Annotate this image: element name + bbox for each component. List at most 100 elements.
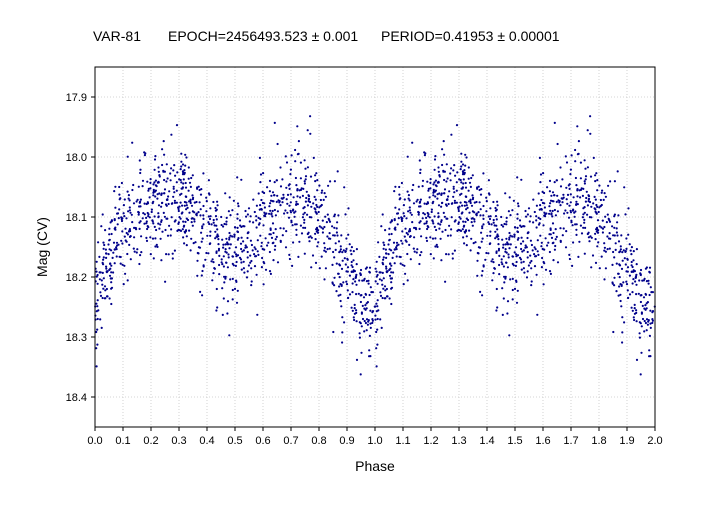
data-point (279, 185, 283, 188)
data-point (333, 180, 336, 183)
data-point (598, 184, 601, 187)
data-point (363, 277, 366, 280)
data-point (309, 115, 312, 118)
data-point (465, 156, 468, 159)
data-point (225, 216, 228, 219)
data-point (201, 269, 204, 273)
data-point (579, 224, 583, 227)
data-point (207, 221, 210, 224)
data-point (379, 294, 383, 297)
data-point (566, 202, 569, 205)
data-point (593, 207, 596, 210)
data-point (559, 240, 562, 243)
data-point (276, 142, 279, 146)
data-point (494, 206, 497, 210)
data-point (345, 237, 348, 240)
data-point (634, 275, 638, 278)
data-point (157, 181, 160, 184)
data-point (288, 187, 291, 190)
data-point (131, 188, 134, 192)
data-point (118, 193, 121, 196)
data-point (123, 235, 126, 238)
data-point (541, 256, 544, 260)
data-point (584, 167, 587, 170)
data-point (122, 204, 125, 207)
data-point (260, 208, 263, 211)
data-point (371, 319, 374, 322)
data-point (316, 245, 319, 248)
data-point (471, 210, 474, 213)
data-point (567, 216, 571, 219)
data-point (468, 211, 471, 214)
data-point (225, 237, 228, 240)
data-point (198, 201, 201, 204)
data-point (526, 236, 529, 240)
data-point (244, 246, 247, 249)
data-point (165, 180, 168, 183)
data-point (568, 257, 572, 261)
data-point (381, 213, 384, 216)
data-point (292, 241, 295, 244)
data-point (178, 229, 181, 232)
data-point (299, 177, 302, 180)
data-point (411, 188, 414, 192)
data-point (645, 329, 648, 332)
data-point (407, 197, 410, 200)
data-point (326, 248, 329, 251)
data-point (149, 236, 152, 239)
data-point (227, 253, 230, 256)
data-point (590, 205, 593, 208)
data-point (435, 228, 438, 232)
data-point (299, 196, 302, 199)
data-point (161, 163, 164, 167)
data-point (112, 241, 116, 244)
data-point (363, 319, 366, 323)
data-point (468, 181, 472, 184)
data-point (143, 222, 146, 225)
data-point (328, 247, 331, 250)
data-point (505, 237, 508, 240)
data-point (586, 213, 589, 216)
data-point (254, 248, 257, 251)
data-point (368, 270, 371, 273)
data-point (606, 213, 609, 216)
data-point (517, 237, 520, 240)
data-point (127, 210, 130, 213)
data-point (562, 227, 565, 230)
data-point (540, 266, 544, 269)
data-point (315, 228, 318, 231)
data-point (446, 217, 449, 220)
data-point (495, 287, 498, 291)
data-point (195, 214, 198, 217)
data-point (556, 261, 560, 264)
data-point (145, 202, 148, 206)
data-point (505, 220, 508, 223)
data-point (355, 309, 358, 312)
data-point (243, 271, 246, 274)
data-point (421, 217, 424, 220)
data-point (299, 224, 302, 227)
data-point (616, 234, 619, 237)
x-tick-label: 0.4 (199, 435, 214, 447)
data-point (650, 291, 653, 294)
data-point (158, 174, 161, 177)
data-point (351, 309, 354, 312)
data-point (376, 317, 379, 321)
data-point (101, 283, 104, 286)
data-point (541, 190, 544, 193)
data-point (222, 265, 225, 268)
data-point (118, 208, 121, 211)
data-point (133, 236, 136, 239)
data-point (603, 246, 607, 249)
data-point (138, 221, 141, 224)
data-point (376, 343, 379, 346)
data-point (418, 221, 421, 224)
data-point (494, 237, 497, 240)
data-point (502, 225, 505, 228)
data-point (555, 179, 559, 182)
data-point (205, 210, 208, 213)
data-point (312, 202, 315, 205)
data-point (375, 270, 378, 273)
data-point (478, 188, 481, 192)
data-point (612, 250, 615, 254)
